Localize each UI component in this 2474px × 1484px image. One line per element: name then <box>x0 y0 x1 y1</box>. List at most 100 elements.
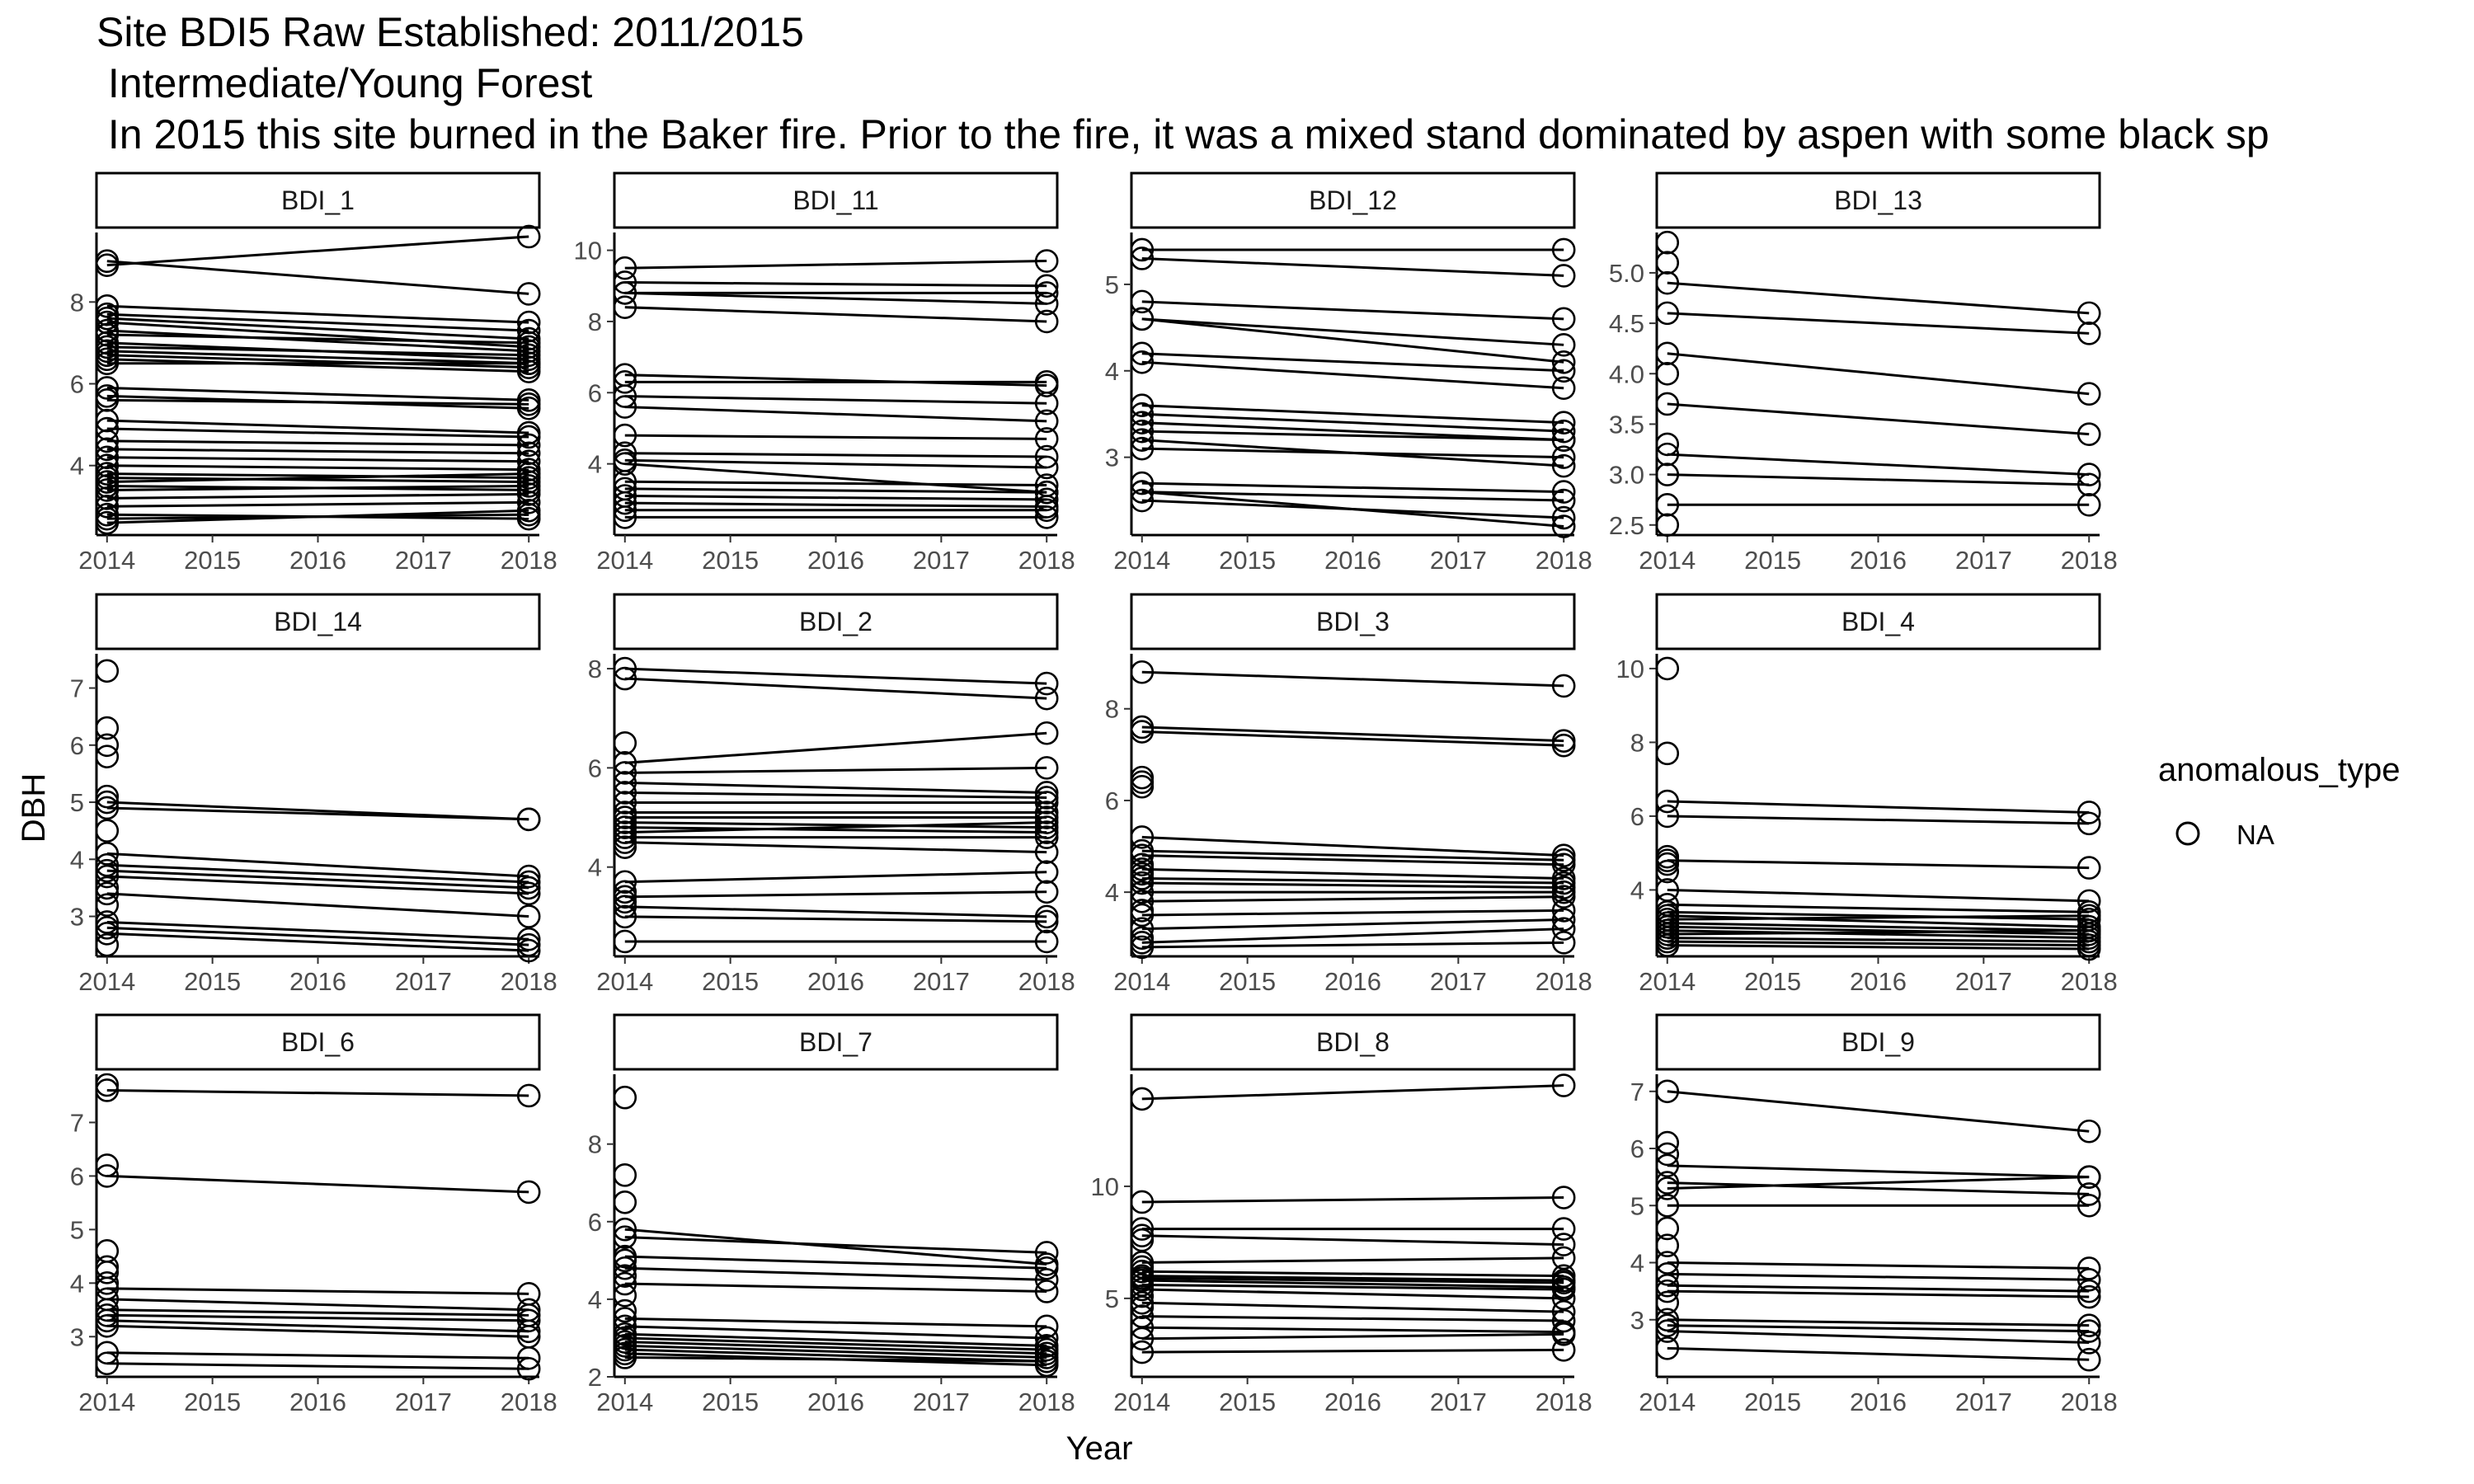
x-tick-label: 2018 <box>1018 967 1075 996</box>
data-point <box>95 876 120 900</box>
tree-dbh-line <box>106 456 529 463</box>
facet-strip <box>1130 171 1576 229</box>
data-point <box>1130 237 1155 262</box>
tree-dbh-line <box>1141 404 1564 425</box>
facet-strip-label: BDI_11 <box>793 186 878 215</box>
facet-panel: BDI_13 2014 2015 2016 2017 2018 2.5 3.0 3.5 4.0 4.… <box>1609 171 2118 575</box>
tree-dbh-line <box>106 484 529 491</box>
tree-dbh-line <box>1667 1318 2090 1327</box>
facet-panel: BDI_9 2014 2015 2016 2017 2018 3 4 5 6 7 <box>1630 1013 2118 1416</box>
x-tick-label: 2017 <box>913 1388 970 1416</box>
data-point <box>95 1153 120 1177</box>
facet-panel: BDI_4 2014 2015 2016 2017 2018 4 6 8 10 <box>1616 593 2118 996</box>
tree-dbh-line <box>1141 1301 1564 1313</box>
data-point <box>1034 909 1059 934</box>
data-point <box>95 1164 120 1188</box>
tree-dbh-line <box>1667 910 2090 921</box>
facet-strip <box>613 593 1059 650</box>
data-point <box>2077 472 2101 497</box>
tree-dbh-line <box>624 501 1047 508</box>
y-tick-label: 5 <box>1105 270 1119 299</box>
data-point <box>1034 686 1059 711</box>
y-tick-label: 4 <box>70 1269 84 1298</box>
y-tick-label: 4.5 <box>1609 309 1644 338</box>
data-point <box>1034 756 1059 780</box>
y-tick-label: 8 <box>588 1130 602 1159</box>
data-point <box>95 1308 120 1333</box>
facet-panel: BDI_2 2014 2015 2016 2017 2018 4 6 8 <box>588 593 1075 996</box>
x-tick-label: 2017 <box>1955 1388 2012 1416</box>
data-point <box>516 392 541 416</box>
data-point <box>1130 926 1155 951</box>
tree-dbh-line <box>1141 670 1564 688</box>
data-point <box>1130 1217 1155 1241</box>
x-tick-label: 2017 <box>395 546 452 575</box>
y-tick-label: 5 <box>1105 1284 1119 1313</box>
y-tick-label: 5 <box>1630 1191 1644 1220</box>
tree-dbh-line <box>1141 1084 1564 1101</box>
data-point <box>95 478 120 502</box>
y-tick-label: 8 <box>588 308 602 336</box>
data-point <box>1655 1308 1680 1332</box>
x-tick-label: 2015 <box>184 546 241 575</box>
data-point <box>1034 820 1059 844</box>
x-tick-label: 2017 <box>1430 967 1487 996</box>
tree-dbh-line <box>624 280 1047 288</box>
tree-dbh-line <box>1667 888 2090 903</box>
data-point <box>1130 843 1155 867</box>
tree-dbh-line <box>624 1317 1047 1328</box>
tree-dbh-line <box>624 1325 1047 1340</box>
tree-dbh-line <box>1141 300 1564 321</box>
tree-dbh-line <box>1141 447 1564 459</box>
x-tick-label: 2015 <box>1744 1388 1801 1416</box>
x-tick-label: 2018 <box>1018 546 1075 575</box>
data-point <box>2077 1279 2101 1303</box>
x-tick-label: 2017 <box>913 546 970 575</box>
data-point <box>95 796 120 820</box>
data-point <box>1655 741 1680 766</box>
tree-dbh-line <box>106 350 529 365</box>
tree-dbh-line <box>1141 867 1564 880</box>
tree-dbh-line <box>106 1298 529 1312</box>
x-tick-label: 2018 <box>501 1388 557 1416</box>
tree-dbh-line <box>106 1319 529 1333</box>
tree-dbh-line <box>624 458 1047 469</box>
tree-dbh-line <box>624 826 1047 834</box>
data-point <box>2077 811 2101 836</box>
x-tick-label: 2014 <box>1113 1388 1170 1416</box>
data-point <box>613 870 637 895</box>
data-point <box>613 452 637 476</box>
data-point <box>1034 929 1059 954</box>
data-point <box>1130 770 1155 794</box>
data-point <box>516 904 541 928</box>
facet-panel: BDI_8 2014 2015 2016 2017 2018 5 10 <box>1091 1013 1592 1416</box>
data-point <box>1034 1349 1059 1374</box>
tree-dbh-line <box>624 1348 1047 1363</box>
data-point <box>516 351 541 376</box>
facet-strip <box>95 171 541 229</box>
data-point <box>1655 442 1680 467</box>
data-point <box>613 1264 637 1288</box>
data-point <box>516 1319 541 1344</box>
tree-dbh-line <box>1667 925 2090 936</box>
data-point <box>1034 671 1059 696</box>
data-point <box>95 916 120 940</box>
data-point <box>1655 926 1680 950</box>
data-point <box>95 790 120 815</box>
facet-strip <box>1655 171 2101 229</box>
tree-dbh-line <box>1141 430 1564 442</box>
data-point <box>1551 1186 1576 1209</box>
y-axis-label: DBH <box>16 773 52 843</box>
data-point <box>1034 786 1059 810</box>
tree-dbh-line <box>106 312 529 332</box>
x-tick-label: 2014 <box>78 546 135 575</box>
data-point <box>1130 1087 1155 1111</box>
tree-dbh-line <box>624 667 1047 685</box>
data-point <box>1034 409 1059 434</box>
tree-dbh-line <box>106 1351 529 1360</box>
tree-dbh-line <box>1667 922 2090 932</box>
tree-dbh-line <box>1141 941 1564 949</box>
y-tick-label: 3 <box>1105 444 1119 472</box>
x-tick-label: 2018 <box>1536 967 1592 996</box>
data-point <box>2077 492 2101 517</box>
